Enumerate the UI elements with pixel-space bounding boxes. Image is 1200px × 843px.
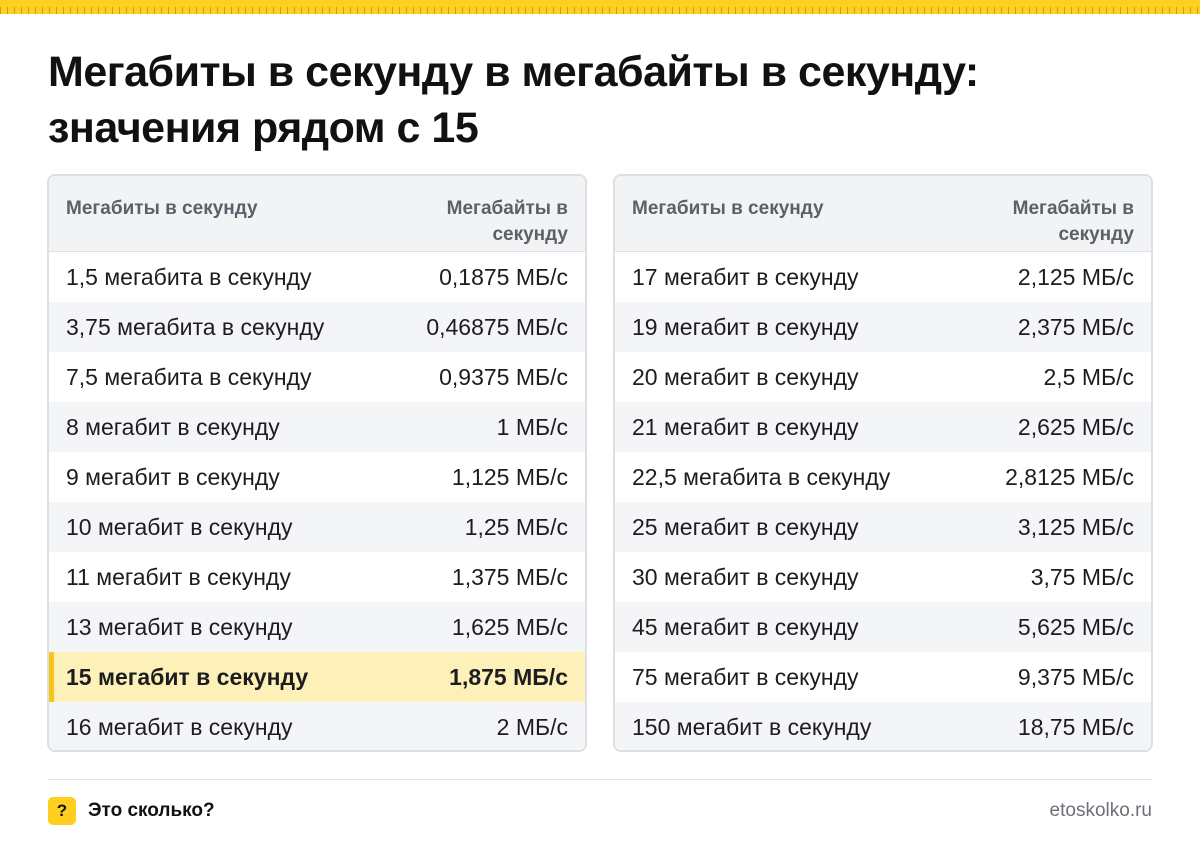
table-row: 16 мегабит в секунду 2 МБ/с <box>49 702 585 750</box>
table-row: 22,5 мегабита в секунду 2,8125 МБ/с <box>615 452 1151 502</box>
footer-divider <box>48 779 1152 780</box>
table-row: 7,5 мегабита в секунду 0,9375 МБ/с <box>49 352 585 402</box>
cell-megabytes: 1,375 МБ/с <box>451 563 568 590</box>
cell-megabytes: 0,1875 МБ/с <box>439 263 568 290</box>
table-row: 75 мегабит в секунду 9,375 МБ/с <box>615 652 1151 702</box>
cell-megabits: 1,5 мегабита в секунду <box>66 263 312 290</box>
cell-megabytes: 1 МБ/с <box>496 413 568 440</box>
table-header: Мегабиты в секунду Мегабайты в секунду <box>615 176 1151 252</box>
cell-megabits: 25 мегабит в секунду <box>632 513 859 540</box>
table-row: 20 мегабит в секунду 2,5 МБ/с <box>615 352 1151 402</box>
cell-megabytes: 1,25 МБ/с <box>464 513 568 540</box>
brand-name: Это сколько? <box>88 800 215 821</box>
cell-megabytes: 18,75 МБ/с <box>1017 713 1134 740</box>
cell-megabits: 20 мегабит в секунду <box>632 363 859 390</box>
question-icon: ? <box>48 797 76 825</box>
cell-megabytes: 0,9375 МБ/с <box>439 363 568 390</box>
cell-megabytes: 1,875 МБ/с <box>449 663 568 690</box>
table-body: 17 мегабит в секунду 2,125 МБ/с 19 мегабит… <box>615 252 1151 750</box>
conversion-table-right: Мегабиты в секунду Мегабайты в секунду 1… <box>613 174 1153 752</box>
cell-megabytes: 2,5 МБ/с <box>1043 363 1134 390</box>
cell-megabits: 30 мегабит в секунду <box>632 563 859 590</box>
table-row: 45 мегабит в секунду 5,625 МБ/с <box>615 602 1151 652</box>
cell-megabytes: 1,125 МБ/с <box>451 463 568 490</box>
column-header-megabytes: Мегабайты в секунду <box>1012 198 1134 245</box>
cell-megabytes: 2,375 МБ/с <box>1017 313 1134 340</box>
cell-megabytes: 3,75 МБ/с <box>1030 563 1134 590</box>
cell-megabits: 22,5 мегабита в секунду <box>632 463 891 490</box>
column-header-megabytes: Мегабайты в секунду <box>446 198 568 245</box>
cell-megabytes: 9,375 МБ/с <box>1017 663 1134 690</box>
cell-megabits: 7,5 мегабита в секунду <box>66 363 312 390</box>
cell-megabytes: 2,625 МБ/с <box>1017 413 1134 440</box>
cell-megabits: 16 мегабит в секунду <box>66 713 293 740</box>
cell-megabits: 45 мегабит в секунду <box>632 613 859 640</box>
table-row: 10 мегабит в секунду 1,25 МБ/с <box>49 502 585 552</box>
table-row-highlighted: 15 мегабит в секунду 1,875 МБ/с <box>49 652 585 702</box>
cell-megabytes: 0,46875 МБ/с <box>426 313 568 340</box>
cell-megabits: 9 мегабит в секунду <box>66 463 280 490</box>
table-row: 21 мегабит в секунду 2,625 МБ/с <box>615 402 1151 452</box>
site-url[interactable]: etoskolko.ru <box>1049 800 1152 821</box>
cell-megabytes: 3,125 МБ/с <box>1017 513 1134 540</box>
table-row: 13 мегабит в секунду 1,625 МБ/с <box>49 602 585 652</box>
cell-megabits: 8 мегабит в секунду <box>66 413 280 440</box>
page-title: Мегабиты в секунду в мегабайты в секунду… <box>48 48 979 152</box>
column-header-megabits: Мегабиты в секунду <box>66 198 258 219</box>
table-row: 17 мегабит в секунду 2,125 МБ/с <box>615 252 1151 302</box>
cell-megabits: 17 мегабит в секунду <box>632 263 859 290</box>
cell-megabytes: 2 МБ/с <box>496 713 568 740</box>
cell-megabytes: 5,625 МБ/с <box>1017 613 1134 640</box>
top-ruler-stripe <box>0 0 1200 14</box>
cell-megabits: 19 мегабит в секунду <box>632 313 859 340</box>
table-row: 30 мегабит в секунду 3,75 МБ/с <box>615 552 1151 602</box>
table-header: Мегабиты в секунду Мегабайты в секунду <box>49 176 585 252</box>
cell-megabits: 21 мегабит в секунду <box>632 413 859 440</box>
table-row: 8 мегабит в секунду 1 МБ/с <box>49 402 585 452</box>
table-row: 1,5 мегабита в секунду 0,1875 МБ/с <box>49 252 585 302</box>
cell-megabits: 13 мегабит в секунду <box>66 613 293 640</box>
table-row: 9 мегабит в секунду 1,125 МБ/с <box>49 452 585 502</box>
table-row: 19 мегабит в секунду 2,375 МБ/с <box>615 302 1151 352</box>
table-row: 25 мегабит в секунду 3,125 МБ/с <box>615 502 1151 552</box>
cell-megabytes: 2,125 МБ/с <box>1017 263 1134 290</box>
conversion-table-left: Мегабиты в секунду Мегабайты в секунду 1… <box>47 174 587 752</box>
table-row: 150 мегабит в секунду 18,75 МБ/с <box>615 702 1151 750</box>
cell-megabytes: 1,625 МБ/с <box>451 613 568 640</box>
table-row: 3,75 мегабита в секунду 0,46875 МБ/с <box>49 302 585 352</box>
cell-megabits: 150 мегабит в секунду <box>632 713 872 740</box>
cell-megabits: 3,75 мегабита в секунду <box>66 313 325 340</box>
table-row: 11 мегабит в секунду 1,375 МБ/с <box>49 552 585 602</box>
cell-megabits: 75 мегабит в секунду <box>632 663 859 690</box>
cell-megabits: 11 мегабит в секунду <box>66 563 291 590</box>
cell-megabytes: 2,8125 МБ/с <box>1005 463 1134 490</box>
table-body: 1,5 мегабита в секунду 0,1875 МБ/с 3,75 ме… <box>49 252 585 750</box>
cell-megabits: 15 мегабит в секунду <box>66 663 309 690</box>
column-header-megabits: Мегабиты в секунду <box>632 198 824 219</box>
cell-megabits: 10 мегабит в секунду <box>66 513 293 540</box>
